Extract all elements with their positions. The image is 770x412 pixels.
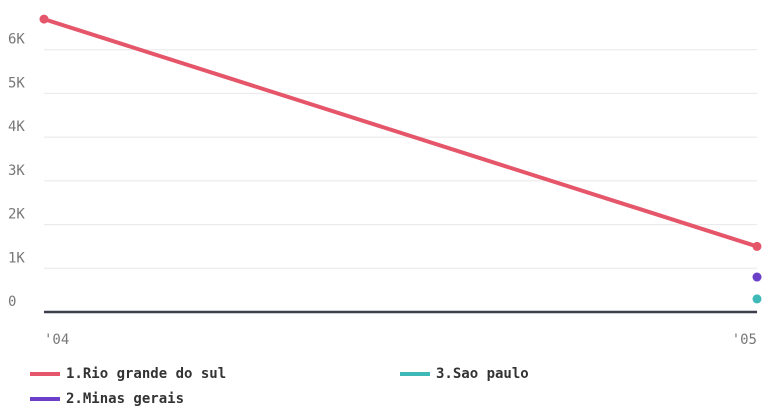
y-tick-label: 0 [8, 294, 16, 310]
data-point [39, 14, 49, 24]
y-tick-label: 3K [8, 163, 25, 179]
y-tick-label: 2K [8, 207, 25, 223]
x-tick-label: '04 [44, 332, 69, 348]
legend-label: 2.Minas gerais [66, 391, 184, 407]
y-tick-label: 5K [8, 75, 25, 91]
legend-label: 3.Sao paulo [436, 366, 529, 382]
data-point [752, 272, 762, 282]
x-tick-label: '05 [732, 332, 757, 348]
data-point [752, 241, 762, 251]
y-tick-label: 4K [8, 119, 25, 135]
y-tick-label: 6K [8, 32, 25, 48]
data-point [752, 294, 762, 304]
y-tick-label: 1K [8, 250, 25, 266]
series-line [43, 17, 758, 249]
legend-label: 1.Rio grande do sul [66, 366, 226, 382]
